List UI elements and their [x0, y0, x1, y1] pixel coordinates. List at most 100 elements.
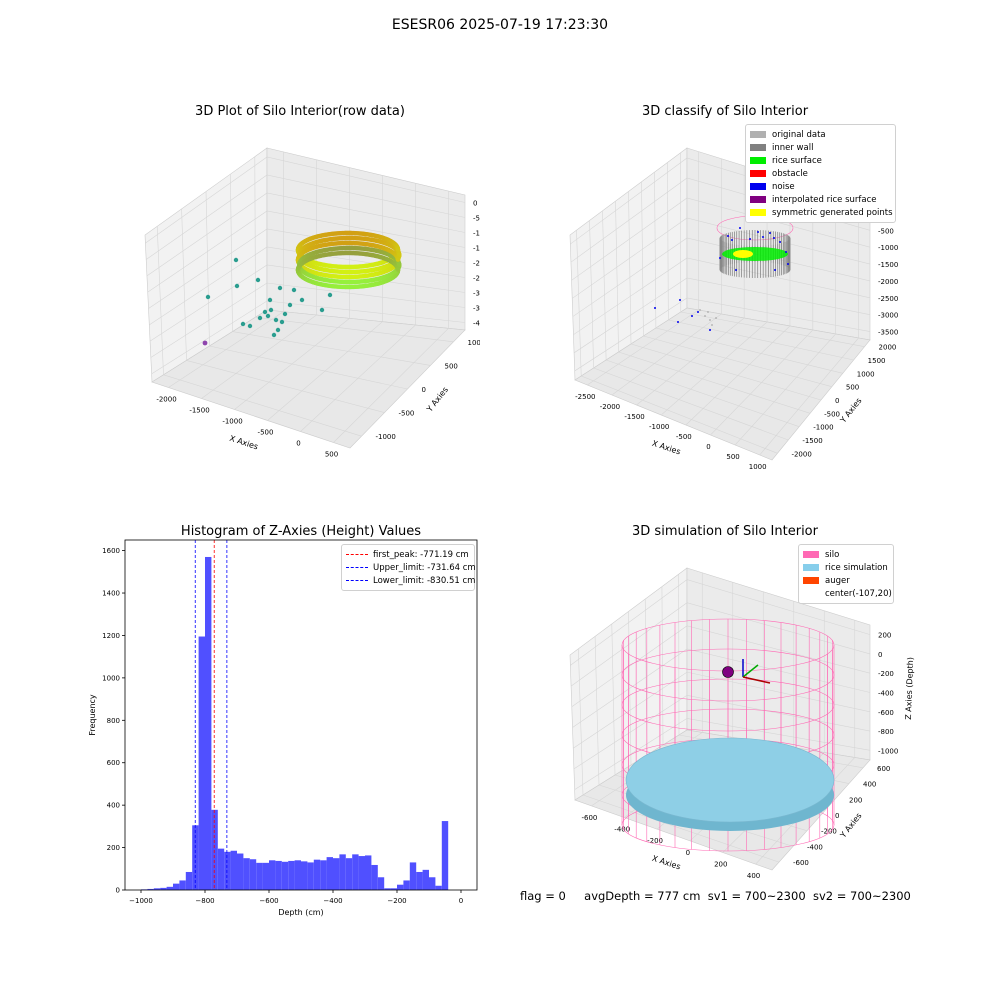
z-tick-label: -800 — [878, 728, 894, 736]
grid-line — [186, 360, 385, 413]
y-tick-label: 1000 — [102, 674, 120, 682]
y-tick-label: 200 — [107, 844, 120, 852]
histogram-bar — [441, 821, 449, 890]
grid-line — [571, 197, 871, 281]
histogram-bar — [365, 855, 372, 890]
grid-line — [589, 220, 594, 369]
x-tick-label: −800 — [195, 897, 214, 905]
raw-point — [267, 297, 273, 303]
legend-label: interpolated rice surface — [772, 194, 877, 205]
grid-line — [628, 191, 632, 345]
histogram-bar — [390, 888, 397, 890]
histogram-bar — [307, 862, 314, 890]
avg-depth-text: avgDepth = 777 cm — [584, 889, 701, 903]
noise-point — [677, 321, 679, 323]
legend-item: inner wall — [750, 141, 891, 154]
simulation-plot-title: 3D simulation of Silo Interior — [632, 524, 818, 539]
legend-item: silo — [803, 548, 889, 561]
grid-line — [232, 331, 431, 366]
z-tick-label: -3500 — [878, 329, 898, 337]
x-tick-label: 500 — [726, 453, 739, 461]
noise-point — [773, 237, 775, 239]
figure-title: ESESR06 2025-07-19 17:23:30 — [391, 17, 609, 33]
y-tick-label: 0 — [835, 397, 839, 405]
noise-point — [762, 236, 764, 238]
z-tick-label: -1500 — [878, 261, 898, 269]
grid-line — [163, 374, 362, 437]
y-tick-label: 1500 — [868, 357, 886, 365]
z-tick-label: -2500 — [473, 275, 480, 283]
x-tick-label: -1500 — [624, 413, 644, 421]
histogram-bar — [320, 860, 327, 890]
raw-3d-plot: -2000 -1500 -1000 -500 0 500 -1000 -500 0 500 100 0… — [144, 147, 480, 459]
z-tick-label: -1000 — [878, 747, 898, 755]
histogram-bar — [333, 858, 340, 890]
z-tick-label: -600 — [878, 709, 894, 717]
legend-swatch — [750, 131, 766, 138]
x-tick-label: 500 — [325, 451, 338, 459]
x-tick-label: −200 — [387, 897, 406, 905]
noise-point — [769, 232, 771, 234]
noise-point — [654, 307, 656, 309]
y-tick-label: 400 — [863, 781, 876, 789]
z-axis-label: Z Axies (Depth) — [904, 657, 915, 720]
legend-item: rice simulation — [803, 561, 889, 574]
histogram-bar — [409, 862, 417, 890]
histogram-bar — [211, 809, 218, 890]
histogram-bar — [198, 636, 205, 890]
grid-line — [602, 210, 607, 361]
noise-point — [727, 235, 729, 237]
noise-point — [691, 315, 693, 317]
z-tick-label: 0 — [878, 651, 882, 659]
x-axis-label: X Axies — [651, 439, 682, 457]
raw-point — [299, 297, 305, 303]
z-tick-label: 200 — [878, 632, 891, 640]
x-tick-label: -1000 — [222, 418, 242, 426]
histogram-bar — [301, 861, 308, 890]
legend-swatch — [803, 590, 819, 597]
grid-line — [582, 794, 780, 863]
histogram-bar — [205, 556, 212, 890]
grid-line — [618, 351, 811, 414]
grid-line — [151, 300, 466, 375]
rice-simulation-surface — [625, 737, 835, 823]
grid-line — [574, 297, 871, 372]
grid-line — [572, 217, 871, 299]
grid-line — [668, 319, 854, 361]
raw-point — [205, 294, 211, 300]
silo-ring — [621, 648, 835, 702]
z-tick-label: -2500 — [878, 295, 898, 303]
legend-item: rice surface — [750, 154, 891, 167]
axis-arrow-y — [742, 664, 759, 678]
raw-point — [268, 307, 274, 313]
grid-line — [655, 327, 843, 374]
histogram-bar — [281, 861, 289, 890]
x-tick-label: -1000 — [649, 423, 669, 431]
y-tick-label: -500 — [824, 410, 840, 418]
x-tick-label: −600 — [259, 897, 278, 905]
grid-line — [573, 257, 871, 335]
noise-point — [787, 263, 789, 265]
x-tick-label: 400 — [747, 872, 760, 880]
noise-point — [679, 299, 681, 301]
histogram-bar — [243, 858, 250, 890]
legend-swatch — [750, 170, 766, 177]
rice-surface-mark — [722, 247, 788, 261]
grid-line — [680, 311, 865, 347]
histogram-bar — [166, 886, 173, 890]
grid-line — [149, 264, 466, 342]
histogram-bar — [294, 860, 301, 890]
y-tick-label: 0 — [116, 887, 120, 895]
z-tick-label: -500 — [878, 227, 894, 235]
noise-point — [779, 241, 781, 243]
noise-point — [757, 231, 759, 233]
sv2-text: sv2 = 700~2300 — [812, 889, 911, 903]
histogram-bar — [173, 883, 180, 890]
y-axis-label: Y Axies — [838, 811, 864, 840]
raw-point — [257, 315, 263, 321]
raw-point — [202, 340, 208, 346]
y-tick-label: 500 — [445, 362, 458, 370]
raw-point — [247, 323, 253, 329]
legend-line — [346, 580, 368, 581]
noise-point — [731, 239, 733, 241]
